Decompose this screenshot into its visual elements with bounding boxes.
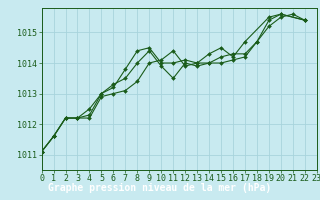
Text: Graphe pression niveau de la mer (hPa): Graphe pression niveau de la mer (hPa) bbox=[48, 183, 272, 193]
